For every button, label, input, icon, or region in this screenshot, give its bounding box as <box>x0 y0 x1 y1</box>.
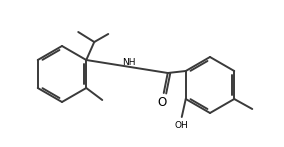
Text: OH: OH <box>175 121 189 130</box>
Text: O: O <box>157 96 166 108</box>
Text: NH: NH <box>122 58 136 67</box>
